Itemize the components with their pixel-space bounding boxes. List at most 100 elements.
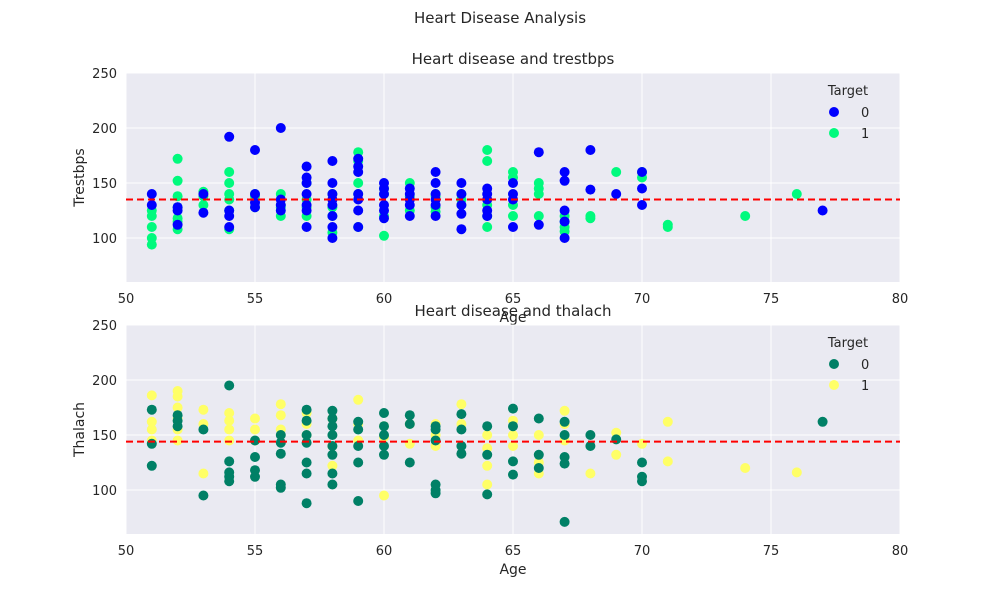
x-tick-label: 65 <box>505 292 522 307</box>
data-point <box>482 489 493 500</box>
data-point <box>301 189 312 199</box>
data-point <box>146 438 157 449</box>
data-point <box>301 498 312 509</box>
data-point <box>430 189 441 199</box>
legend-title: Target <box>827 336 868 351</box>
data-point <box>172 435 183 446</box>
data-point <box>508 211 518 221</box>
data-point <box>224 205 235 216</box>
data-point <box>508 178 518 188</box>
data-point <box>172 153 183 164</box>
data-point <box>146 424 157 435</box>
data-point <box>637 438 647 449</box>
data-point <box>456 399 467 410</box>
data-point <box>353 178 364 188</box>
data-point <box>198 207 209 218</box>
data-point <box>301 437 312 448</box>
data-point <box>508 222 518 232</box>
data-point <box>198 404 209 415</box>
data-point <box>327 222 338 232</box>
legend-marker <box>829 128 839 138</box>
data-point <box>559 167 570 177</box>
data-point <box>456 200 467 210</box>
data-point <box>224 435 235 446</box>
data-point <box>508 430 518 440</box>
data-point <box>250 189 260 199</box>
data-point <box>559 205 570 216</box>
data-point <box>482 460 493 471</box>
data-point <box>533 449 544 460</box>
data-point <box>559 233 570 243</box>
x-tick-label: 70 <box>634 544 651 559</box>
data-point <box>224 222 235 232</box>
data-point <box>791 189 802 199</box>
x-tick-label: 65 <box>505 544 522 559</box>
data-point <box>224 424 235 435</box>
data-point <box>404 419 415 429</box>
data-point <box>353 222 364 232</box>
data-point <box>146 416 157 427</box>
legend-marker <box>829 107 839 117</box>
data-point <box>430 435 441 446</box>
data-point <box>559 430 570 440</box>
data-point <box>301 200 312 210</box>
data-point <box>327 405 338 416</box>
x-tick-label: 75 <box>763 292 780 307</box>
data-point <box>379 430 389 440</box>
data-point <box>456 208 467 219</box>
series-0 <box>146 380 828 527</box>
data-point <box>327 441 338 451</box>
y-tick-label: 150 <box>92 429 117 444</box>
data-point <box>198 200 209 210</box>
data-point <box>327 211 338 221</box>
data-point <box>301 161 312 172</box>
data-point <box>508 189 518 199</box>
legend-label: 0 <box>861 106 869 121</box>
data-point <box>198 189 209 199</box>
data-point <box>559 458 570 469</box>
data-point <box>275 430 286 440</box>
data-point <box>508 469 518 480</box>
data-point <box>250 435 260 446</box>
subplot-title: Heart disease and thalach <box>415 302 612 320</box>
data-point <box>482 156 493 166</box>
data-point <box>353 161 364 172</box>
data-point <box>224 380 235 391</box>
subplot-title: Heart disease and trestbps <box>412 50 615 68</box>
x-axis-label: Age <box>499 310 526 326</box>
data-point <box>508 456 518 467</box>
legend-marker <box>829 359 839 369</box>
x-tick-label: 60 <box>376 292 393 307</box>
data-point <box>146 404 157 415</box>
data-point <box>817 416 828 427</box>
data-point <box>637 167 647 177</box>
data-point <box>456 224 467 235</box>
x-tick-label: 55 <box>247 292 264 307</box>
data-point <box>275 482 286 493</box>
x-tick-label: 55 <box>247 544 264 559</box>
data-point <box>301 430 312 440</box>
data-point <box>585 441 596 451</box>
data-point <box>637 457 647 468</box>
data-point <box>482 479 493 490</box>
x-tick-label: 75 <box>763 544 780 559</box>
data-point <box>353 416 364 427</box>
x-tick-label: 80 <box>892 544 909 559</box>
x-tick-label: 80 <box>892 292 909 307</box>
data-point <box>508 403 518 414</box>
data-point <box>430 178 441 188</box>
subplot-trestbps: 50 55 60 65 70 75 80 100 150 200 250 Age Trestbps Hea… <box>72 50 908 326</box>
data-point <box>146 222 157 232</box>
data-point <box>301 457 312 468</box>
data-point <box>559 405 570 416</box>
data-point <box>327 460 338 471</box>
legend-marker <box>829 380 839 390</box>
data-point <box>301 404 312 415</box>
data-point <box>353 424 364 435</box>
data-point <box>533 147 544 158</box>
data-point <box>172 421 183 432</box>
data-point <box>146 390 157 401</box>
data-point <box>198 468 209 479</box>
data-point <box>327 156 338 166</box>
data-point <box>250 424 260 435</box>
